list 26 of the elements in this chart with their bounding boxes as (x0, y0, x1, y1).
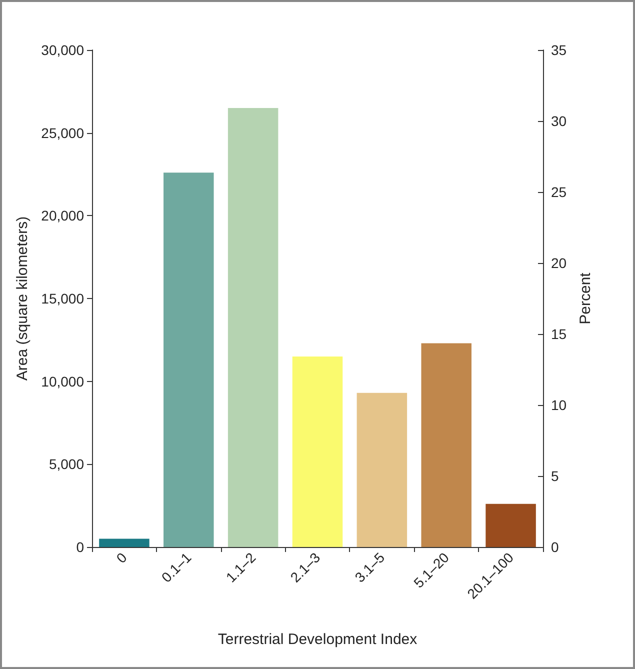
y-tick-label: 15,000 (41, 290, 84, 306)
y-axis-title: Area (square kilometers) (14, 216, 31, 381)
y-tick-label: 0 (76, 539, 84, 555)
bar (99, 538, 150, 547)
y2-tick-label: 0 (551, 539, 559, 555)
x-tick-label: 0 (113, 549, 130, 566)
bar (486, 504, 536, 547)
bar (356, 392, 408, 547)
y-tick-label: 5,000 (48, 456, 84, 472)
y2-axis-title: Percent (577, 272, 594, 324)
y2-tick-label: 25 (551, 184, 567, 200)
y2-tick-label: 15 (551, 326, 567, 342)
bar (228, 108, 278, 547)
y2-tick-label: 35 (551, 42, 567, 58)
bar (421, 343, 472, 547)
y-tick-label: 30,000 (41, 42, 84, 58)
bar (292, 356, 343, 547)
x-axis-title: Terrestrial Development Index (218, 631, 418, 648)
y2-tick-label: 30 (551, 113, 567, 129)
y2-tick-label: 5 (551, 468, 559, 484)
y-tick-label: 20,000 (41, 208, 84, 224)
bar (164, 172, 214, 547)
y2-tick-label: 20 (551, 255, 567, 271)
y-tick-label: 10,000 (41, 373, 84, 390)
y2-tick-label: 10 (551, 397, 567, 413)
y-tick-label: 25,000 (41, 124, 84, 141)
